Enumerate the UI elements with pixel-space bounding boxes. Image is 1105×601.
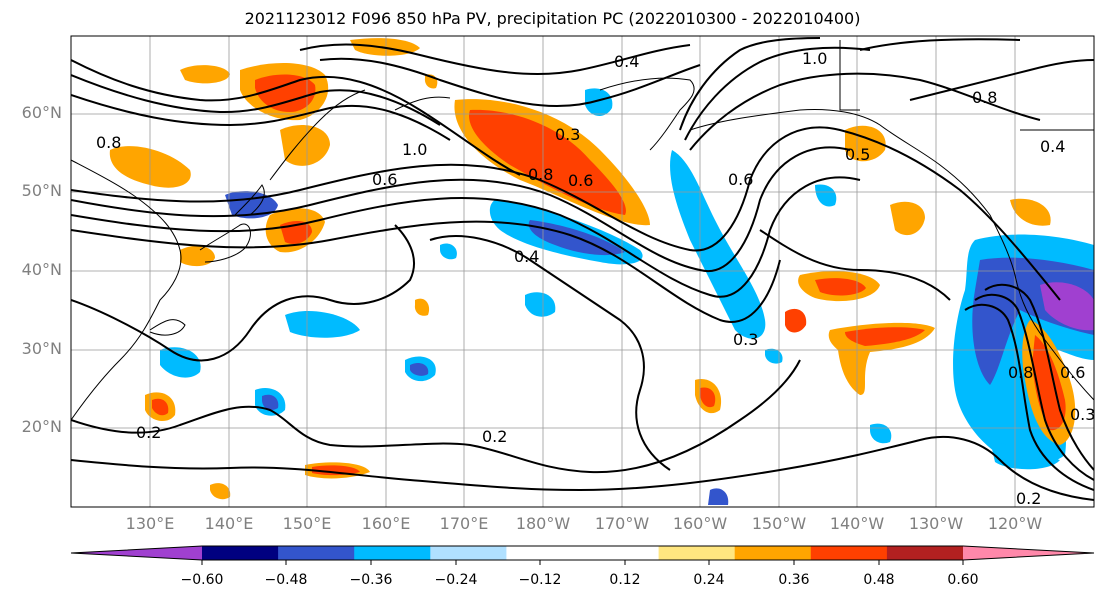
contour-label: 0.4: [1040, 137, 1065, 156]
contour-label: 0.5: [845, 145, 870, 164]
lon-label: 130°W: [908, 514, 964, 533]
contour-label: 1.0: [402, 140, 427, 159]
lon-label: 180°W: [515, 514, 571, 533]
lon-label: 170°W: [594, 514, 650, 533]
contour-label: 0.2: [1016, 489, 1041, 508]
contour-label: 0.6: [372, 170, 397, 189]
colorbar-tick-label: −0.48: [264, 572, 308, 588]
colorbar-tick-label: 0.24: [693, 572, 725, 588]
lon-label: 140°E: [204, 514, 254, 533]
colorbar-tick-label: 0.12: [609, 572, 641, 588]
contour-label: 0.6: [568, 171, 593, 190]
contour-label: 0.2: [482, 427, 507, 446]
precip-ribbon-160w: [670, 150, 766, 339]
contour-label: 1.0: [802, 49, 827, 68]
lat-label: 50°N: [21, 181, 62, 200]
colorbar-tick-label: −0.24: [434, 572, 478, 588]
map-frame: [70, 35, 1095, 508]
lon-label: 160°W: [672, 514, 728, 533]
lon-label: 150°E: [282, 514, 332, 533]
lon-label: 160°E: [361, 514, 411, 533]
lon-label: 120°W: [987, 514, 1043, 533]
lon-label: 130°E: [125, 514, 175, 533]
contour-label: 0.3: [1070, 405, 1095, 424]
lon-label: 140°W: [829, 514, 885, 533]
contour-label: 0.8: [1008, 363, 1033, 382]
graticule: [71, 36, 1094, 507]
lat-label: 40°N: [21, 260, 62, 279]
lat-label: 20°N: [21, 417, 62, 436]
pv-contours: [71, 37, 1094, 501]
contour-label: 0.6: [1060, 363, 1085, 382]
figure-title: 2021123012 F096 850 hPa PV, precipitatio…: [244, 9, 861, 28]
contour-label: 0.2: [136, 423, 161, 442]
contour-label: 0.8: [972, 88, 997, 107]
colorbar-tick-label: −0.60: [180, 572, 224, 588]
coastlines: [71, 40, 1094, 421]
contour-label: 0.3: [733, 330, 758, 349]
colorbar-tick-label: 0.36: [778, 572, 810, 588]
lat-label: 30°N: [21, 339, 62, 358]
colorbar-tick-label: 0.48: [863, 572, 895, 588]
lon-label: 170°E: [439, 514, 489, 533]
contour-label: 0.4: [614, 52, 639, 71]
lon-label: 150°W: [751, 514, 807, 533]
contour-label: 0.4: [514, 247, 539, 266]
lat-label: 60°N: [21, 103, 62, 122]
map-background: [71, 36, 1094, 507]
contour-label: 0.6: [728, 170, 753, 189]
colorbar-tick-label: 0.60: [947, 572, 979, 588]
colorbar-tick-label: −0.36: [349, 572, 393, 588]
contour-label: 0.3: [555, 125, 580, 144]
colorbar-tick-label: −0.12: [518, 572, 562, 588]
contour-label: 0.8: [96, 133, 121, 152]
contour-labels: 0.4 1.0 0.8 0.8 1.0 0.3 0.8 0.6 0.6 0.4 …: [96, 49, 1095, 508]
contour-label: 0.8: [528, 165, 553, 184]
